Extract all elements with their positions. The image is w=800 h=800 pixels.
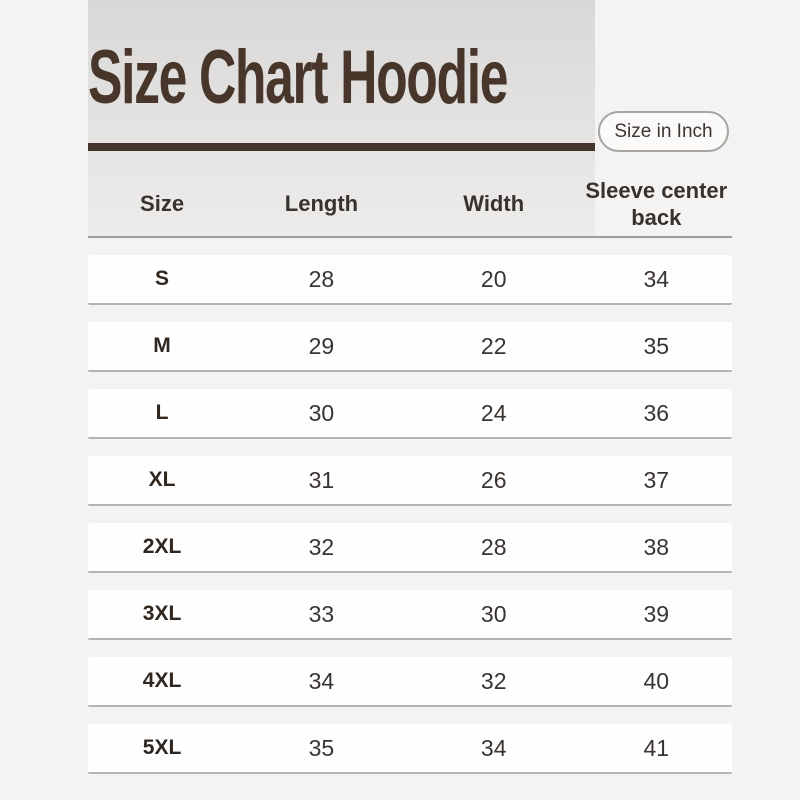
cell-width: 24	[480, 399, 507, 426]
cell-length: 30	[308, 399, 335, 426]
table-header-row: Size Length Width Sleeve center back	[88, 172, 732, 238]
cell-size: S	[155, 267, 170, 290]
table-row: 3XL 33 30 39	[88, 590, 732, 640]
cell-width: 30	[480, 600, 507, 627]
cell-size: L	[155, 401, 169, 424]
cell-length: 34	[308, 667, 335, 694]
cell-sleeve: 35	[643, 332, 670, 359]
table-row: 5XL 35 34 41	[88, 724, 732, 774]
cell-width: 32	[480, 667, 507, 694]
cell-sleeve: 39	[643, 600, 670, 627]
cell-size: 3XL	[142, 602, 182, 625]
cell-length: 28	[308, 265, 335, 292]
cell-sleeve: 38	[643, 533, 670, 560]
unit-badge[interactable]: Size in Inch	[598, 111, 729, 152]
column-header-size: Size	[140, 191, 185, 217]
cell-length: 33	[308, 600, 335, 627]
cell-size: XL	[148, 468, 176, 491]
cell-sleeve: 36	[643, 399, 670, 426]
column-header-sleeve: Sleeve center back	[585, 177, 728, 231]
cell-sleeve: 41	[643, 734, 670, 761]
title-background-panel	[88, 0, 595, 238]
page-title: Size Chart Hoodie	[88, 40, 508, 116]
column-header-length: Length	[284, 191, 359, 217]
table-row: 2XL 32 28 38	[88, 523, 732, 573]
table-row: L 30 24 36	[88, 389, 732, 439]
cell-size: 5XL	[142, 736, 182, 759]
cell-length: 31	[308, 466, 335, 493]
cell-width: 22	[480, 332, 507, 359]
cell-sleeve: 37	[643, 466, 670, 493]
cell-length: 35	[308, 734, 335, 761]
cell-width: 20	[480, 265, 507, 292]
cell-sleeve: 40	[643, 667, 670, 694]
page-title-text: Size Chart Hoodie	[88, 35, 508, 120]
table-row: S 28 20 34	[88, 255, 732, 305]
cell-width: 34	[480, 734, 507, 761]
cell-length: 32	[308, 533, 335, 560]
size-table: Size Length Width Sleeve center back S 2…	[88, 172, 732, 774]
table-row: XL 31 26 37	[88, 456, 732, 506]
cell-size: 4XL	[142, 669, 182, 692]
cell-width: 28	[480, 533, 507, 560]
unit-badge-label: Size in Inch	[614, 120, 713, 142]
cell-width: 26	[480, 466, 507, 493]
cell-length: 29	[308, 332, 335, 359]
cell-sleeve: 34	[643, 265, 670, 292]
cell-size: M	[153, 334, 171, 357]
table-row: M 29 22 35	[88, 322, 732, 372]
title-divider	[88, 143, 595, 151]
cell-size: 2XL	[142, 535, 182, 558]
column-header-width: Width	[463, 191, 525, 217]
table-row: 4XL 34 32 40	[88, 657, 732, 707]
